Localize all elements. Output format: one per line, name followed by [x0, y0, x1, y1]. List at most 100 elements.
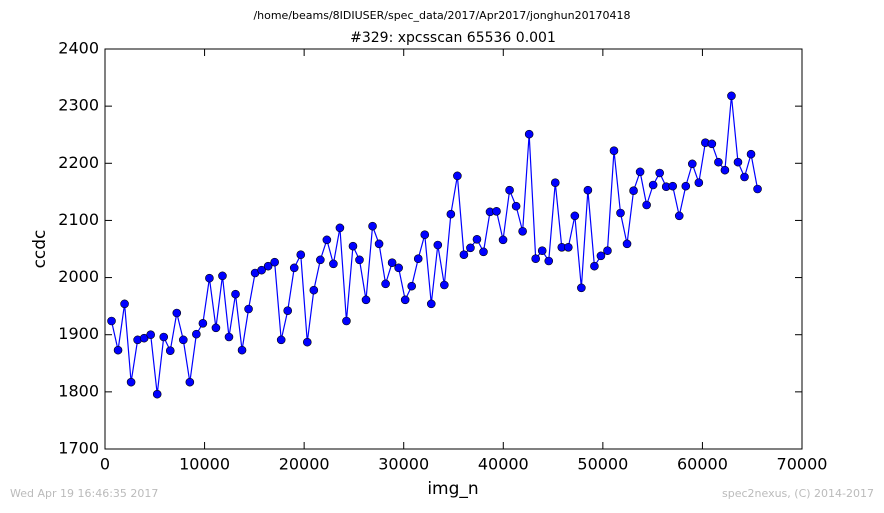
data-point	[179, 335, 188, 345]
data-point	[211, 323, 221, 333]
data-point	[348, 241, 358, 251]
data-point	[322, 235, 332, 245]
data-point	[394, 263, 403, 273]
data-point	[668, 181, 678, 191]
data-point	[648, 180, 658, 190]
data-point	[550, 178, 560, 188]
data-point	[165, 346, 175, 356]
data-point	[400, 295, 410, 305]
data-point	[368, 221, 377, 231]
data-line	[110, 95, 759, 395]
data-point	[694, 178, 704, 188]
data-point	[453, 171, 462, 181]
data-point	[518, 226, 527, 236]
data-point	[740, 172, 749, 182]
data-point	[498, 235, 508, 245]
data-point	[603, 246, 612, 256]
y-tick-label: 2400	[58, 39, 99, 58]
x-tick-label: 20000	[279, 455, 330, 474]
data-point	[126, 377, 136, 387]
data-point	[309, 285, 319, 295]
y-tick-label: 1900	[58, 324, 99, 343]
data-point	[361, 295, 371, 305]
data-point	[276, 335, 286, 345]
data-point	[218, 271, 227, 281]
data-point	[524, 129, 534, 139]
x-tick-label: 70000	[777, 455, 828, 474]
x-tick-label: 30000	[378, 455, 429, 474]
data-point	[629, 186, 638, 196]
data-point	[283, 306, 293, 316]
y-tick-label: 2100	[58, 210, 99, 229]
x-axis-label: img_n	[427, 479, 478, 499]
y-axis-label: ccdc	[30, 230, 50, 269]
x-tick-label: 60000	[677, 455, 728, 474]
data-point	[479, 247, 488, 257]
data-point	[263, 261, 273, 271]
chart-title: #329: xpcsscan 65536 0.001	[350, 30, 556, 46]
data-point	[720, 165, 730, 175]
data-point	[342, 316, 351, 326]
x-tick-label: 50000	[577, 455, 628, 474]
data-point	[289, 263, 299, 273]
data-point	[355, 255, 364, 265]
data-point	[459, 250, 469, 260]
data-point	[564, 242, 573, 252]
data-point	[583, 185, 593, 195]
data-point	[407, 281, 416, 291]
data-point	[152, 389, 162, 399]
data-point	[316, 255, 325, 265]
data-point	[733, 157, 743, 167]
data-point	[237, 345, 247, 355]
data-point	[544, 256, 554, 266]
data-point	[146, 330, 155, 340]
data-point	[387, 258, 397, 268]
data-point	[159, 332, 169, 342]
data-point	[192, 329, 201, 339]
data-point	[244, 304, 253, 314]
data-point	[577, 283, 586, 293]
data-point	[596, 251, 606, 261]
data-point	[113, 345, 123, 355]
data-point	[616, 208, 625, 218]
data-point	[727, 91, 736, 101]
data-point	[674, 211, 684, 221]
data-point	[642, 200, 651, 210]
data-point	[329, 259, 338, 269]
data-point	[590, 261, 599, 271]
x-tick-label: 10000	[179, 455, 230, 474]
data-point	[420, 230, 430, 240]
suptitle: /home/beams/8IDIUSER/spec_data/2017/Apr2…	[253, 9, 630, 22]
data-point	[511, 201, 521, 211]
data-point	[231, 289, 240, 299]
data-point	[635, 167, 645, 177]
x-tick-label: 40000	[478, 455, 529, 474]
footer-right: spec2nexus, (C) 2014-2017	[722, 487, 874, 500]
data-point	[335, 223, 345, 233]
data-point	[687, 159, 697, 169]
y-tick-label: 2000	[58, 267, 99, 286]
y-tick-label: 2200	[58, 153, 99, 172]
data-point	[446, 209, 456, 219]
data-point	[492, 206, 501, 216]
plot-frame	[104, 48, 803, 450]
data-point	[257, 265, 266, 275]
footer-left: Wed Apr 19 16:46:35 2017	[10, 487, 158, 500]
data-point	[120, 299, 129, 309]
x-tick-label: 0	[100, 455, 110, 474]
data-point	[440, 280, 449, 290]
data-point	[374, 239, 384, 249]
y-tick-label: 2300	[58, 96, 99, 115]
data-point	[270, 257, 279, 267]
data-point	[224, 332, 234, 342]
data-point	[185, 377, 195, 387]
data-point	[746, 149, 756, 159]
data-point	[531, 254, 540, 264]
data-point	[433, 240, 443, 250]
data-point	[172, 308, 182, 318]
data-point	[205, 273, 214, 283]
data-point	[714, 157, 723, 167]
data-point	[570, 211, 580, 221]
data-point	[505, 185, 514, 195]
